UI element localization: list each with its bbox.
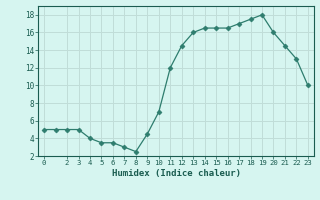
X-axis label: Humidex (Indice chaleur): Humidex (Indice chaleur) xyxy=(111,169,241,178)
